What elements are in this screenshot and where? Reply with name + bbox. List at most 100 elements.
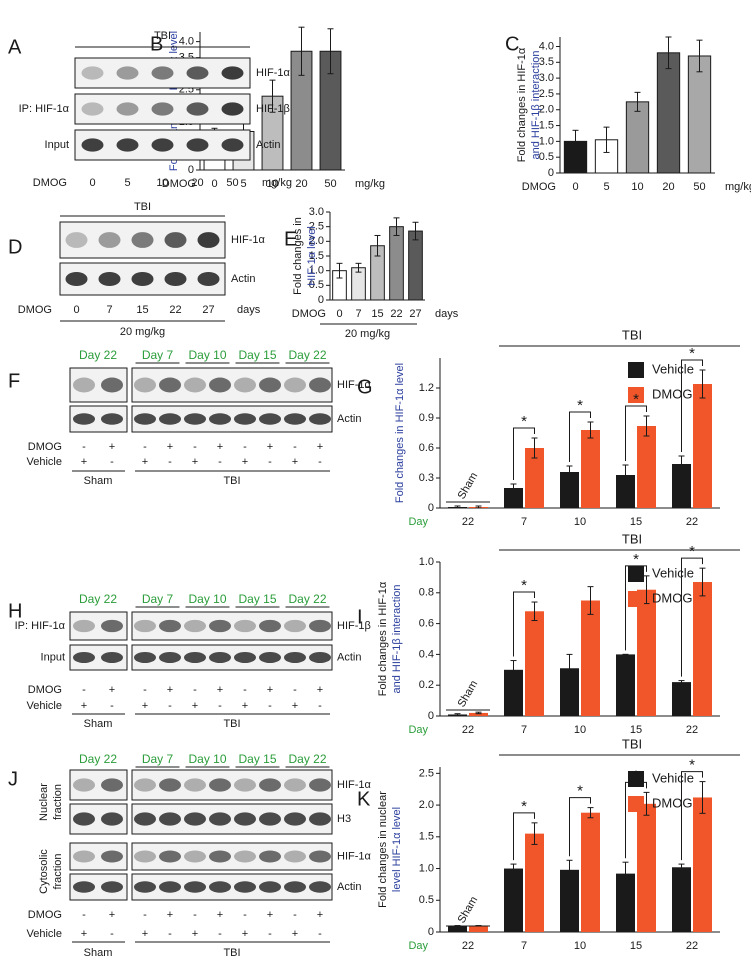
band: [259, 413, 281, 425]
bar: [560, 869, 579, 932]
x-prefix: DMOG: [522, 181, 556, 193]
bar: [693, 797, 712, 932]
band: [186, 138, 209, 152]
band: [184, 881, 206, 893]
x-tick-label: 22: [390, 308, 402, 320]
band: [234, 881, 256, 893]
y-tick-label: 2.0: [539, 104, 554, 116]
panel-letter: G: [357, 376, 373, 398]
band: [309, 812, 331, 826]
y-tick-label: 1.0: [309, 265, 324, 277]
bar: [469, 712, 488, 716]
bar: [408, 230, 423, 301]
band: [197, 232, 220, 248]
significance-bracket: [625, 565, 647, 651]
lane-label: 27: [202, 304, 214, 316]
legend-swatch: [628, 796, 644, 812]
bar: [616, 654, 635, 716]
treatment-sign: +: [267, 909, 273, 921]
significance-bracket: [625, 405, 647, 461]
panel-letter: A: [8, 36, 22, 58]
y-tick-label: 0: [428, 926, 434, 938]
x-prefix: Day: [408, 940, 428, 952]
y-tick-label: 0: [188, 164, 194, 176]
significance-bracket: [681, 359, 703, 452]
band: [101, 619, 123, 633]
band: [164, 271, 187, 287]
legend-label: DMOG: [652, 386, 692, 401]
band: [134, 850, 156, 863]
band: [98, 232, 121, 248]
y-axis-label: Fold changes in: [292, 217, 304, 295]
band: [259, 850, 281, 863]
band: [131, 232, 154, 248]
y-tick-label: 0: [318, 294, 324, 306]
band: [116, 138, 139, 152]
band: [309, 413, 331, 425]
lane-label: 0: [73, 304, 79, 316]
y-axis-label: Fold changes in HIF-1α: [516, 47, 528, 162]
band: [159, 413, 181, 425]
x-tick-label: 5: [603, 181, 609, 193]
treatment-sign: -: [110, 928, 114, 940]
panel-letter: E: [284, 228, 297, 250]
band: [159, 778, 181, 792]
treatment-sign: -: [82, 909, 86, 921]
legend-swatch: [628, 566, 644, 582]
x-tick-label: 15: [630, 724, 642, 736]
band: [284, 377, 306, 393]
band: [284, 413, 306, 425]
bar: [637, 589, 656, 716]
y-tick-label: 1.0: [419, 862, 434, 874]
treatment-sign: +: [81, 700, 87, 712]
significance-label: *: [689, 757, 695, 774]
x-tick-label: 7: [355, 308, 361, 320]
treatment-sign: -: [243, 684, 247, 696]
band: [65, 232, 88, 248]
bar: [625, 101, 650, 174]
y-tick-label: 0: [548, 167, 554, 179]
lane-label: 7: [106, 304, 112, 316]
bar: [504, 868, 523, 932]
treatment-sign: +: [292, 928, 298, 940]
bar: [525, 611, 544, 716]
treatment-sign: +: [217, 441, 223, 453]
group-label: Day 10: [188, 348, 226, 362]
band: [184, 413, 206, 425]
band: [209, 881, 231, 893]
band: [101, 413, 123, 425]
band: [209, 850, 231, 863]
y-tick-label: 0.8: [419, 587, 434, 599]
band: [209, 413, 231, 425]
row-label: H3: [337, 813, 351, 825]
group-label: Day 7: [142, 348, 174, 362]
treatment-sign: -: [293, 441, 297, 453]
significance-bracket: [681, 557, 703, 677]
panel-letter: F: [8, 370, 20, 392]
band: [134, 413, 156, 425]
y-tick-label: 1.5: [419, 831, 434, 843]
band: [134, 812, 156, 826]
group-label: Day 15: [238, 348, 276, 362]
band: [101, 652, 123, 663]
x-tick-label: 22: [462, 940, 474, 952]
band: [309, 778, 331, 792]
bar: [693, 582, 712, 716]
treatment-sign: -: [168, 700, 172, 712]
band: [159, 881, 181, 893]
y-tick-label: 2.0: [309, 235, 324, 247]
group-label: Day 22: [79, 592, 117, 606]
treatment-sign: -: [268, 928, 272, 940]
x-tick-label: 0: [572, 181, 578, 193]
y-tick-label: 1.2: [419, 382, 434, 394]
x-unit: mg/kg: [725, 181, 751, 193]
x-tick-label: 15: [371, 308, 383, 320]
band: [209, 619, 231, 633]
y-axis-label: HIF-1α level: [306, 226, 318, 286]
treatment-sign: +: [109, 684, 115, 696]
band: [259, 619, 281, 633]
group-label: Day 7: [142, 592, 174, 606]
bar: [560, 472, 579, 508]
treatment-label: DMOG: [28, 441, 62, 453]
lane-label: 20: [191, 177, 203, 189]
